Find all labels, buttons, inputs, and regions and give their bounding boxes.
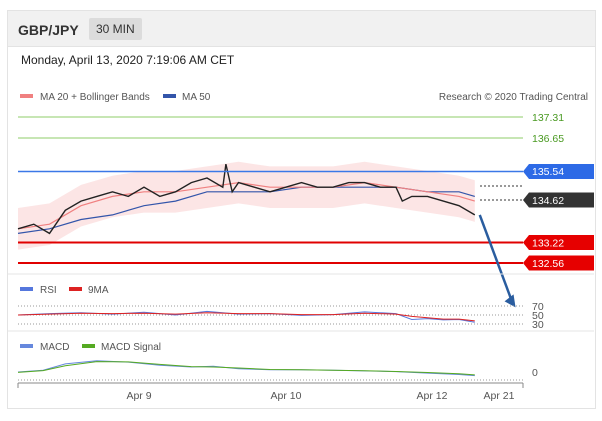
timeframe-badge[interactable]: 30 MIN — [89, 18, 142, 40]
ma20-legend-swatch — [20, 94, 33, 98]
ma50-legend-label: MA 50 — [182, 92, 211, 103]
support-2-label: 132.56 — [532, 258, 564, 270]
rsi-ma-line — [17, 312, 475, 322]
macd-legend-label: MACD — [40, 342, 69, 353]
price-line — [17, 163, 476, 235]
bollinger-band — [18, 161, 475, 250]
rsi-legend-label: RSI — [40, 285, 57, 296]
rsi-legend-swatch — [20, 287, 33, 291]
research-credit: Research © 2020 Trading Central — [439, 92, 588, 103]
pivot-tag — [523, 164, 594, 179]
ma20-legend-label: MA 20 + Bollinger Bands — [40, 92, 150, 103]
macd-signal-legend-swatch — [82, 344, 95, 348]
x-tick-apr10: Apr 10 — [271, 390, 302, 402]
current-price-tag — [523, 192, 594, 208]
currency-pair: GBP/JPY — [18, 22, 79, 38]
current-price-label: 134.62 — [532, 195, 564, 207]
rsi-ma-legend-label: 9MA — [88, 285, 109, 296]
support-2-tag — [523, 255, 594, 271]
resistance-1-label: 136.65 — [532, 133, 564, 145]
macd-signal-line — [17, 361, 475, 376]
support-1-tag — [523, 235, 594, 250]
ma20-line — [17, 181, 475, 230]
projection-arrow-shaft — [478, 214, 513, 301]
macd-signal-legend-label: MACD Signal — [101, 342, 161, 353]
pivot-label: 135.54 — [532, 166, 564, 178]
rsi-plot — [17, 310, 475, 323]
chart-header: GBP/JPY 30 MIN — [8, 11, 595, 47]
rsi-tick-70: 70 — [532, 301, 544, 313]
rsi-tick-50: 50 — [532, 310, 544, 322]
rsi-tick-30: 30 — [532, 319, 544, 331]
resistance-2-label: 137.31 — [532, 112, 564, 124]
x-tick-apr9: Apr 9 — [126, 390, 151, 402]
macd-plot — [17, 360, 475, 377]
support-1-label: 133.22 — [532, 238, 564, 250]
x-tick-apr21: Apr 21 — [484, 390, 515, 402]
projection-arrow-head — [504, 294, 516, 308]
ma50-legend-swatch — [163, 94, 176, 98]
rsi-ma-legend-swatch — [69, 287, 82, 291]
projection-arrow — [478, 214, 516, 308]
macd-tick-zero: 0 — [532, 367, 538, 379]
price-plot — [17, 161, 476, 250]
timestamp: Monday, April 13, 2020 7:19:06 AM CET — [21, 53, 235, 67]
macd-legend-swatch — [20, 344, 33, 348]
x-tick-apr12: Apr 12 — [417, 390, 448, 402]
